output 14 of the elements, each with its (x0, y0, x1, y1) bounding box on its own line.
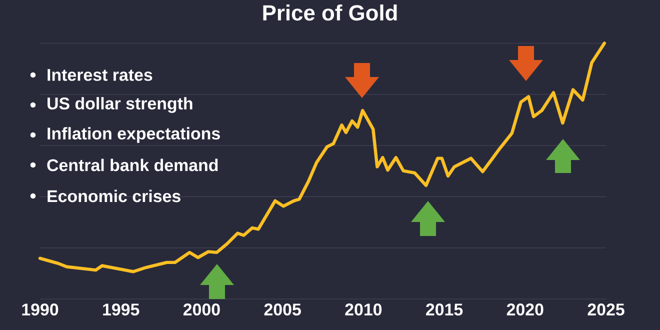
x-tick-label: 1995 (103, 304, 140, 316)
x-tick-label: 2010 (345, 304, 382, 316)
x-tick-label: 2005 (264, 304, 301, 316)
x-tick-label: 2020 (506, 304, 544, 316)
annotation: Economic crises (48, 190, 180, 202)
x-tick-label: 2000 (183, 304, 220, 316)
annotation: Inflation expectations (48, 127, 220, 143)
x-tick-label: 1990 (22, 304, 58, 316)
annotation: Interest rates (48, 69, 152, 81)
x-tick-label: 2015 (426, 304, 463, 316)
chart-title: Price of Gold (263, 4, 397, 21)
annotation: Central bank demand (47, 158, 218, 172)
x-tick-label: 2025 (588, 304, 624, 316)
annotation: US dollar strength (48, 97, 192, 113)
